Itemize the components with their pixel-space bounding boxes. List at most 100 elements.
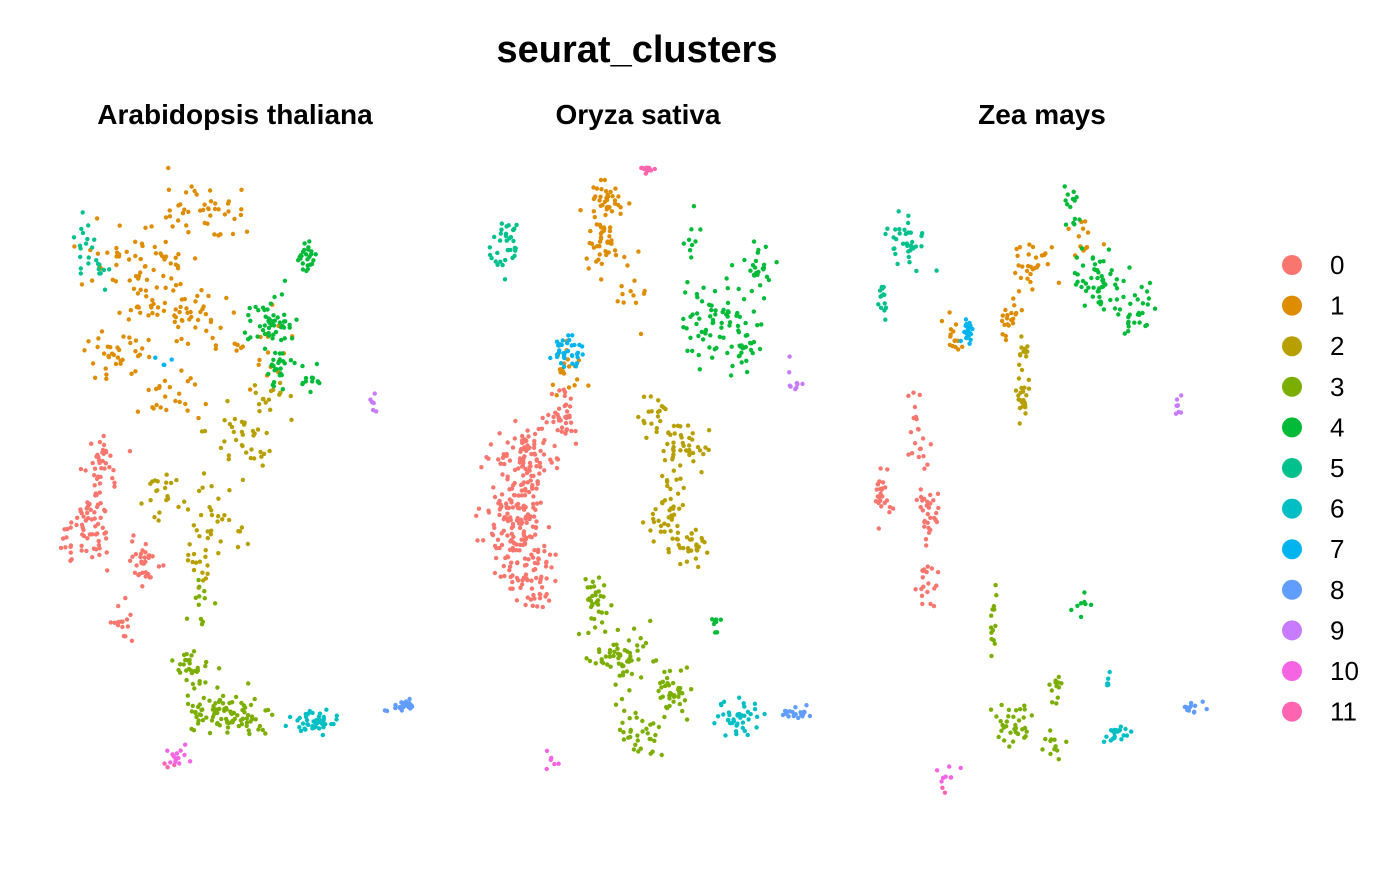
point-cluster-2 xyxy=(665,479,670,485)
point-cluster-1 xyxy=(199,288,204,293)
point-cluster-5 xyxy=(883,317,888,322)
point-cluster-8 xyxy=(1192,703,1198,708)
point-cluster-1 xyxy=(164,407,169,413)
point-cluster-0 xyxy=(110,476,115,481)
point-cluster-0 xyxy=(522,437,527,442)
point-cluster-1 xyxy=(597,198,602,203)
point-cluster-1 xyxy=(208,199,214,204)
point-cluster-6 xyxy=(731,718,737,724)
point-cluster-6 xyxy=(742,713,747,718)
point-cluster-2 xyxy=(186,552,191,558)
point-cluster-6 xyxy=(297,725,302,730)
point-cluster-4 xyxy=(1071,189,1076,194)
point-cluster-2 xyxy=(215,519,220,524)
point-cluster-4 xyxy=(1099,274,1104,279)
point-cluster-1 xyxy=(1066,226,1071,231)
point-cluster-0 xyxy=(914,497,919,503)
point-cluster-2 xyxy=(277,392,282,397)
point-cluster-0 xyxy=(98,474,103,480)
point-cluster-2 xyxy=(200,485,205,490)
point-cluster-3 xyxy=(196,602,201,607)
point-cluster-0 xyxy=(551,414,556,420)
point-cluster-4 xyxy=(1065,192,1071,197)
point-cluster-0 xyxy=(90,555,95,560)
point-cluster-2 xyxy=(671,440,676,445)
point-cluster-0 xyxy=(97,439,103,445)
point-cluster-4 xyxy=(749,341,754,346)
point-cluster-1 xyxy=(620,291,625,297)
point-cluster-1 xyxy=(597,222,603,228)
point-cluster-1 xyxy=(134,304,140,310)
point-cluster-1 xyxy=(607,225,613,230)
point-cluster-4 xyxy=(1078,601,1084,606)
point-cluster-4 xyxy=(1095,275,1100,281)
point-cluster-2 xyxy=(648,394,653,399)
point-cluster-10 xyxy=(934,768,940,773)
point-cluster-3 xyxy=(607,654,613,659)
point-cluster-2 xyxy=(201,471,207,476)
point-cluster-0 xyxy=(535,547,541,552)
point-cluster-1 xyxy=(152,244,157,250)
point-cluster-2 xyxy=(656,518,661,523)
point-cluster-3 xyxy=(599,620,605,625)
point-cluster-4 xyxy=(693,239,698,244)
point-cluster-3 xyxy=(189,726,194,732)
point-cluster-4 xyxy=(279,337,284,343)
point-cluster-4 xyxy=(1099,285,1104,290)
point-cluster-1 xyxy=(948,332,953,337)
point-cluster-0 xyxy=(515,560,520,566)
point-cluster-4 xyxy=(714,630,720,635)
point-cluster-1 xyxy=(608,189,613,195)
point-cluster-4 xyxy=(1086,285,1091,290)
point-cluster-0 xyxy=(928,601,933,607)
point-cluster-7 xyxy=(554,339,560,344)
point-cluster-2 xyxy=(678,424,683,429)
point-cluster-3 xyxy=(223,716,229,722)
point-cluster-0 xyxy=(518,585,523,590)
point-cluster-6 xyxy=(1110,728,1115,733)
point-cluster-0 xyxy=(130,554,135,559)
point-cluster-1 xyxy=(198,309,203,315)
point-cluster-2 xyxy=(666,550,671,555)
point-cluster-0 xyxy=(527,468,532,473)
point-cluster-3 xyxy=(599,610,604,615)
point-cluster-0 xyxy=(505,477,510,482)
point-cluster-3 xyxy=(1001,725,1007,730)
point-cluster-5 xyxy=(497,238,503,243)
point-cluster-3 xyxy=(648,618,653,624)
point-cluster-5 xyxy=(901,241,906,246)
point-cluster-3 xyxy=(631,747,637,752)
point-cluster-3 xyxy=(603,629,608,634)
point-cluster-1 xyxy=(613,252,619,258)
point-cluster-7 xyxy=(958,338,963,344)
point-cluster-6 xyxy=(1121,733,1126,738)
point-cluster-4 xyxy=(740,346,745,351)
point-cluster-1 xyxy=(1016,263,1021,268)
point-cluster-3 xyxy=(604,610,609,616)
point-cluster-4 xyxy=(280,387,285,392)
point-cluster-0 xyxy=(130,539,135,544)
point-cluster-5 xyxy=(877,288,883,293)
point-cluster-3 xyxy=(991,638,996,643)
point-cluster-4 xyxy=(1074,255,1080,260)
point-cluster-1 xyxy=(595,244,600,249)
point-cluster-2 xyxy=(1013,388,1019,393)
point-cluster-0 xyxy=(525,516,530,521)
point-cluster-7 xyxy=(554,354,560,360)
point-cluster-7 xyxy=(561,364,567,369)
point-cluster-3 xyxy=(233,694,239,700)
point-cluster-4 xyxy=(759,322,764,327)
point-cluster-3 xyxy=(170,658,175,663)
point-cluster-0 xyxy=(514,598,520,603)
point-cluster-0 xyxy=(81,533,87,539)
point-cluster-0 xyxy=(517,456,523,461)
point-cluster-1 xyxy=(128,308,133,313)
point-cluster-1 xyxy=(94,216,100,221)
point-cluster-2 xyxy=(244,450,249,455)
point-cluster-0 xyxy=(502,573,507,579)
point-cluster-2 xyxy=(1019,334,1024,339)
point-cluster-3 xyxy=(597,649,602,655)
point-cluster-3 xyxy=(189,653,194,658)
point-cluster-2 xyxy=(1019,400,1025,405)
point-cluster-4 xyxy=(288,358,294,363)
